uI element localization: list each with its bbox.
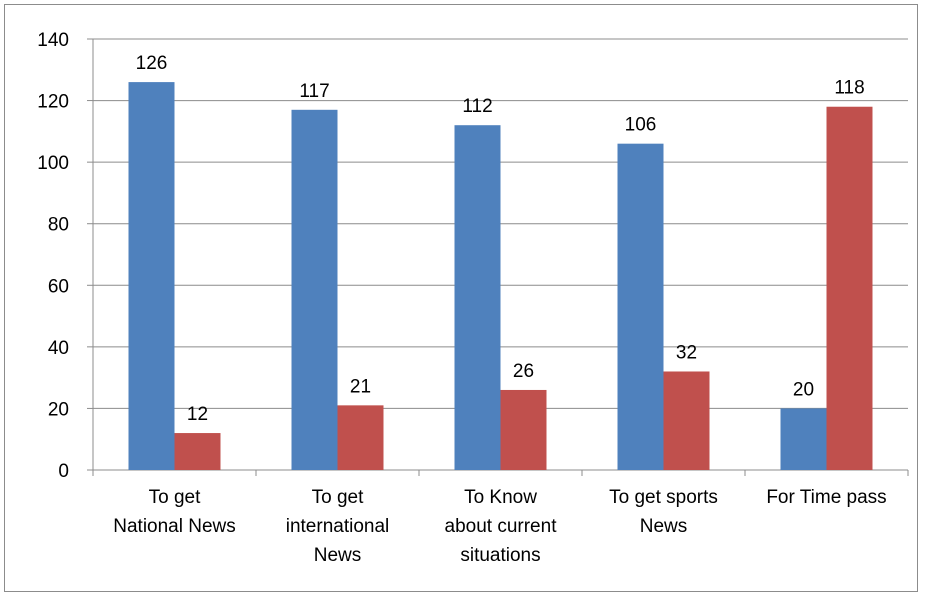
x-tick-label-line: To get sports <box>609 487 718 508</box>
bar <box>500 389 547 470</box>
x-tick-label: To Know about current situations <box>445 487 558 566</box>
bar <box>780 408 827 470</box>
y-tick-label: 100 <box>37 153 69 174</box>
x-tick-label: To get international News <box>286 487 390 566</box>
x-tick-label: For Time pass <box>766 487 886 508</box>
data-label: 126 <box>136 53 168 74</box>
data-label: 117 <box>299 81 329 102</box>
y-tick-label: 0 <box>58 461 69 482</box>
bar <box>291 109 338 471</box>
y-tick-label: 140 <box>37 30 69 51</box>
data-labels: 126 117 112 106 20 12 21 26 32 118 <box>136 53 865 425</box>
data-label: 118 <box>834 78 864 99</box>
x-tick-label-line: international <box>286 516 390 537</box>
bars <box>128 82 873 471</box>
bar <box>128 82 175 470</box>
data-label: 21 <box>350 376 371 397</box>
bar <box>174 433 221 470</box>
y-tick-label: 80 <box>48 215 69 236</box>
data-label: 32 <box>676 342 697 363</box>
y-tick-label: 40 <box>48 338 69 359</box>
x-tick-labels: To get National News To get international Ne… <box>113 487 886 566</box>
y-tick-label: 60 <box>48 276 69 297</box>
bar <box>454 125 501 470</box>
data-label: 26 <box>513 361 534 382</box>
x-tick-label-line: For Time pass <box>766 487 886 508</box>
bar <box>663 371 710 470</box>
y-tick-label: 120 <box>37 92 69 113</box>
x-tick-label-line: National News <box>113 516 236 537</box>
bar <box>826 106 873 470</box>
data-label: 112 <box>462 96 492 117</box>
x-tick-label-line: about current <box>445 516 558 537</box>
x-tick-label-line: To get <box>149 487 201 508</box>
x-tick-label: To get sports News <box>609 487 718 537</box>
x-tick-label-line: To Know <box>464 487 537 508</box>
y-tick-label: 20 <box>48 399 69 420</box>
data-label: 12 <box>187 404 208 425</box>
x-tick-label-line: News <box>640 516 688 537</box>
bar <box>337 405 384 470</box>
bar <box>617 143 664 470</box>
x-tick-label: To get National News <box>113 487 236 537</box>
x-tick-label-line: situations <box>460 545 540 566</box>
y-tick-labels: 0 20 40 60 80 100 120 140 <box>37 30 69 482</box>
x-tick-label-line: To get <box>312 487 364 508</box>
data-label: 20 <box>793 379 814 400</box>
data-label: 106 <box>625 115 657 136</box>
x-tick-label-line: News <box>314 545 362 566</box>
